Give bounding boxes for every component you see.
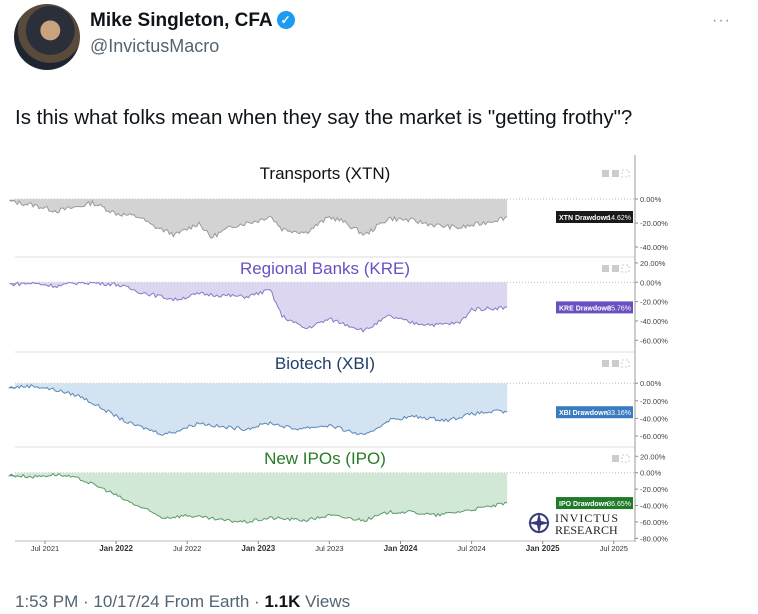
x-tick-label: Jul 2024 <box>457 544 485 553</box>
x-tick-label: Jan 2023 <box>241 544 275 553</box>
series-value: -36.65% <box>605 501 631 508</box>
y-tick-label: 0.00% <box>640 195 662 204</box>
views-count: 1.1K <box>264 592 301 611</box>
expand-icon[interactable] <box>621 169 630 178</box>
panel-title: New IPOs (IPO) <box>264 449 386 468</box>
drawdown-area <box>9 282 508 332</box>
y-tick-label: -20.00% <box>640 485 668 494</box>
y-tick-label: 0.00% <box>640 379 662 388</box>
series-value: -25.76% <box>605 305 631 312</box>
drawdown-line <box>7 383 508 436</box>
y-tick-label: -40.00% <box>640 414 668 423</box>
y-tick-label: 0.00% <box>640 469 662 478</box>
tweet-footer: 1:53 PM · 10/17/24 From Earth · 1.1K Vie… <box>15 592 351 611</box>
drawdown-line <box>9 199 508 239</box>
drawdown-area <box>9 199 508 238</box>
download-icon[interactable] <box>612 360 619 367</box>
pin-icon[interactable] <box>602 360 609 367</box>
compass-star-icon <box>528 512 550 534</box>
drawdown-line <box>8 472 508 524</box>
verified-badge-icon: ✓ <box>276 11 295 29</box>
author-name[interactable]: Mike Singleton, CFA ✓ <box>90 10 295 32</box>
x-tick-label: Jul 2021 <box>31 544 59 553</box>
drawdown-label-badge <box>556 406 633 419</box>
series-label: IPO Drawdown <box>559 501 608 508</box>
y-tick-label: -40.00% <box>640 317 668 326</box>
x-tick-label: Jul 2023 <box>315 544 343 553</box>
more-options-icon[interactable]: ··· <box>712 12 731 29</box>
x-tick-label: Jan 2025 <box>526 544 560 553</box>
drawdown-area <box>9 472 508 523</box>
x-tick-label: Jul 2025 <box>600 544 628 553</box>
y-tick-label: -40.00% <box>640 243 668 252</box>
panel-title: Biotech (XBI) <box>275 354 375 373</box>
pin-icon[interactable] <box>602 170 609 177</box>
expand-icon[interactable] <box>621 264 630 273</box>
watermark-line2: RESEARCH <box>555 523 618 537</box>
y-tick-label: -20.00% <box>640 397 668 406</box>
download-icon[interactable] <box>612 455 619 462</box>
drawdown-label-badge <box>556 301 633 314</box>
series-label: XBI Drawdown <box>559 410 608 417</box>
expand-icon[interactable] <box>621 359 630 368</box>
y-tick-label: -20.00% <box>640 298 668 307</box>
y-tick-label: -60.00% <box>640 518 668 527</box>
x-tick-label: Jul 2022 <box>173 544 201 553</box>
pin-icon[interactable] <box>602 265 609 272</box>
x-tick-label: Jan 2024 <box>384 544 418 553</box>
series-label: KRE Drawdown <box>559 305 611 312</box>
drawdown-chart-image[interactable]: Transports (XTN) 0.00% -20.00% -40.00% XTN D… <box>0 150 758 564</box>
y-tick-label: 20.00% <box>640 259 666 268</box>
expand-icon[interactable] <box>621 454 630 463</box>
download-icon[interactable] <box>612 170 619 177</box>
drawdown-line <box>9 281 508 333</box>
avatar[interactable] <box>14 4 80 70</box>
y-tick-label: -80.00% <box>640 534 668 543</box>
author-handle[interactable]: @InvictusMacro <box>90 36 220 56</box>
y-tick-label: -60.00% <box>640 336 668 345</box>
y-tick-label: 0.00% <box>640 278 662 287</box>
drawdown-area <box>9 383 508 436</box>
panel-title: Regional Banks (KRE) <box>240 259 410 278</box>
download-icon[interactable] <box>612 265 619 272</box>
tweet-text: Is this what folks mean when they say th… <box>15 106 633 129</box>
y-tick-label: -40.00% <box>640 502 668 511</box>
watermark-line1: INVICTUS <box>555 511 619 525</box>
panel-title: Transports (XTN) <box>260 164 391 183</box>
x-tick-label: Jan 2022 <box>99 544 133 553</box>
drawdown-label-badge <box>556 497 633 510</box>
series-value: -14.62% <box>605 215 631 222</box>
y-tick-label: -60.00% <box>640 432 668 441</box>
series-value: -33.16% <box>605 410 631 417</box>
series-label: XTN Drawdown <box>559 215 610 222</box>
drawdown-label-badge <box>556 211 633 223</box>
y-tick-label: -20.00% <box>640 219 668 228</box>
y-tick-label: 20.00% <box>640 452 666 461</box>
